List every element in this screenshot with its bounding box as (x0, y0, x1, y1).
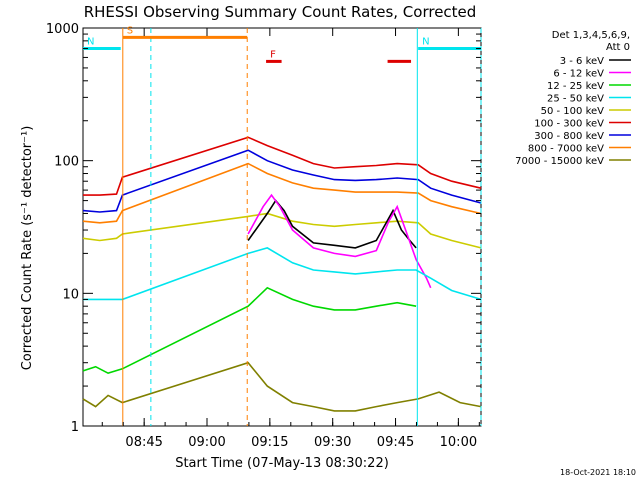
series-layer (82, 136, 482, 412)
x-tick-label-2: 09:15 (251, 435, 288, 450)
x-axis-label: Start Time (07-May-13 08:30:22) (175, 456, 389, 471)
legend-label-7: 800 - 7000 keV (528, 144, 604, 155)
legend-header-0: Det 1,3,4,5,6,9, (552, 30, 630, 41)
legend-label-6: 300 - 800 keV (534, 131, 604, 142)
x-tick-label-0: 08:45 (125, 435, 162, 450)
y-tick-label-2: 100 (54, 155, 79, 170)
legend-label-4: 50 - 100 keV (541, 106, 605, 117)
flags-layer: S N N F (83, 25, 482, 426)
legend-label-8: 7000 - 15000 keV (515, 156, 604, 167)
y-tick-label-0: 1 (71, 420, 79, 435)
series-line-7 (82, 286, 417, 375)
legend: Det 1,3,4,5,6,9,Att 03 - 6 keV 6 - 12 keV… (515, 30, 631, 167)
y-axis-label: Corrected Count Rate (s⁻¹ detector⁻¹) (20, 126, 35, 371)
series-line-4 (247, 199, 417, 249)
series-line-1 (82, 149, 482, 213)
flag-label-2: N (422, 37, 429, 48)
flag-label-0: S (127, 25, 133, 36)
legend-label-1: 6 - 12 keV (553, 69, 604, 80)
series-line-8 (82, 361, 482, 412)
flag-label-1: N (87, 37, 94, 48)
legend-label-5: 100 - 300 keV (534, 119, 604, 130)
y-tick-label-1: 10 (62, 287, 79, 302)
x-tick-label-3: 09:30 (314, 435, 351, 450)
legend-label-2: 12 - 25 keV (547, 81, 604, 92)
series-line-0 (83, 136, 482, 196)
series-line-3 (82, 212, 482, 249)
legend-label-0: 3 - 6 keV (560, 56, 604, 67)
x-tick-label-4: 09:45 (377, 435, 414, 450)
chart-title: RHESSI Observing Summary Count Rates, Co… (84, 3, 477, 21)
legend-label-3: 25 - 50 keV (547, 94, 604, 105)
axes-layer: 08:45 09:00 09:15 09:30 09:45 10:00 1 10 100 1000 (46, 22, 481, 450)
series-line-6 (83, 247, 482, 301)
plot-timestamp: 18-Oct-2021 18:10 (560, 468, 636, 477)
series-line-5 (247, 193, 432, 289)
series-line-2 (82, 162, 482, 224)
flag-label-3: F (270, 49, 276, 60)
plot-frame (82, 27, 482, 427)
x-tick-label-5: 10:00 (440, 435, 477, 450)
legend-header-1: Att 0 (606, 42, 630, 53)
y-tick-label-3: 1000 (46, 22, 79, 37)
x-tick-label-1: 09:00 (188, 435, 225, 450)
